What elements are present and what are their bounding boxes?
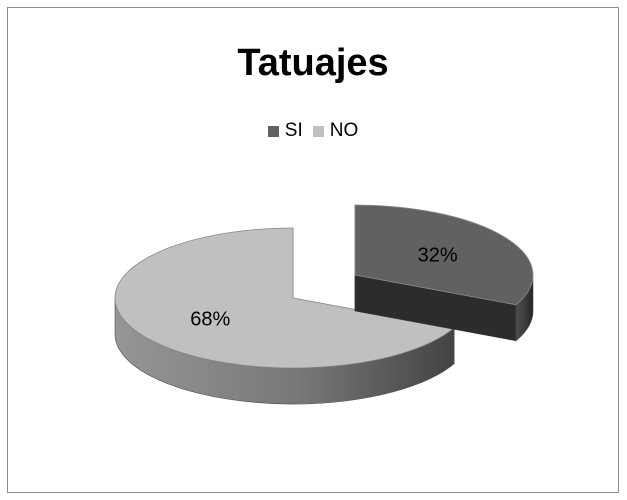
chart-title: Tatuajes <box>237 42 389 84</box>
legend-swatch-si <box>267 125 279 137</box>
legend-entry-no: NO <box>312 120 359 142</box>
data-label-si: 32% <box>418 244 458 266</box>
data-label-no: 68% <box>190 309 230 331</box>
legend-label-no: NO <box>329 120 359 141</box>
pie-slice-si-top <box>354 204 534 306</box>
legend-swatch-no <box>312 125 324 137</box>
pie-slice-no-top <box>114 227 455 369</box>
legend: SI NO <box>8 120 618 142</box>
pie-slice-si <box>354 204 534 342</box>
legend-label-si: SI <box>284 120 303 141</box>
legend-entry-si: SI <box>267 120 303 142</box>
